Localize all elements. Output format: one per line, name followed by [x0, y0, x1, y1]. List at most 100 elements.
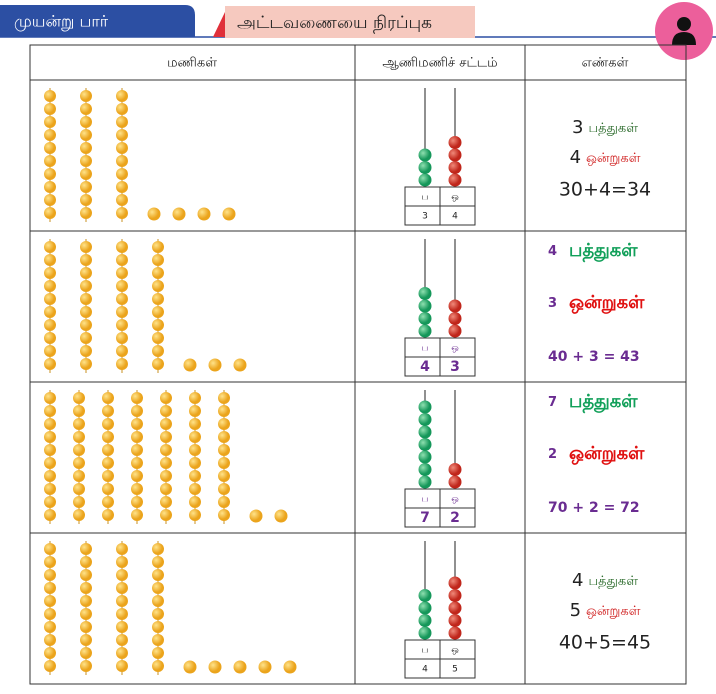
bead: [152, 595, 164, 607]
bead: [131, 431, 143, 443]
count: 5: [570, 600, 581, 621]
one-bead: [183, 660, 197, 674]
bead: [160, 457, 172, 469]
bead: [152, 647, 164, 659]
ten-rod: [152, 541, 164, 675]
abacus-bead: [418, 475, 432, 489]
bead: [80, 569, 92, 581]
bead: [152, 306, 164, 318]
one-bead: [233, 358, 247, 372]
abacus-digit: 7: [420, 510, 430, 526]
count: 4: [548, 244, 557, 259]
bead: [189, 509, 201, 521]
bead: [116, 194, 128, 206]
bead: [152, 280, 164, 292]
abacus-bead: [448, 299, 462, 313]
bead: [44, 470, 56, 482]
bead: [73, 444, 85, 456]
abacus-bead: [418, 324, 432, 338]
bead: [116, 556, 128, 568]
bead: [80, 332, 92, 344]
bead: [116, 621, 128, 633]
count: 4: [572, 570, 583, 591]
bead: [73, 418, 85, 430]
bead: [102, 444, 114, 456]
abacus-digit: 3: [450, 359, 460, 375]
bead: [44, 621, 56, 633]
bead: [44, 634, 56, 646]
abacus-bead: [448, 614, 462, 627]
abacus-bead: [418, 601, 432, 615]
bead: [80, 595, 92, 607]
abacus-bead: [448, 475, 462, 489]
bead: [218, 444, 230, 456]
one-bead: [183, 358, 197, 372]
bead: [44, 181, 56, 193]
abacus-label: ஒ: [451, 344, 459, 354]
abacus-label: ஒ: [451, 495, 459, 505]
abacus-bead: [448, 324, 462, 338]
bead: [73, 483, 85, 495]
bead: [131, 405, 143, 417]
bead: [152, 556, 164, 568]
bead: [44, 280, 56, 292]
one-bead: [283, 660, 297, 674]
bead: [152, 267, 164, 279]
bead: [80, 608, 92, 620]
bead: [116, 582, 128, 594]
bead: [102, 496, 114, 508]
bead: [44, 345, 56, 357]
ten-rod: [44, 390, 56, 524]
bead: [80, 103, 92, 115]
bead: [80, 181, 92, 193]
bead: [102, 483, 114, 495]
count: 7: [548, 395, 557, 410]
one-bead: [274, 509, 288, 523]
bead: [116, 155, 128, 167]
bead: [116, 634, 128, 646]
bead: [44, 444, 56, 456]
bead: [44, 405, 56, 417]
abacus-bead: [418, 463, 432, 476]
bead: [44, 392, 56, 404]
bead: [44, 116, 56, 128]
equation: 30+4=34: [559, 179, 651, 201]
abacus-digit: 2: [450, 510, 460, 526]
abacus-bead: [418, 148, 432, 162]
bead: [44, 595, 56, 607]
abacus-bead: [448, 601, 462, 615]
bead: [189, 405, 201, 417]
bead: [152, 582, 164, 594]
count-line: 3 ஒன்றுகள்: [548, 292, 645, 314]
bead: [44, 496, 56, 508]
abacus-label: ஒ: [451, 646, 459, 656]
bead: [160, 444, 172, 456]
one-bead: [249, 509, 263, 523]
bead: [116, 306, 128, 318]
bead: [44, 483, 56, 495]
bead: [44, 358, 56, 370]
bead: [116, 345, 128, 357]
bead: [80, 345, 92, 357]
bead: [102, 431, 114, 443]
ten-rod: [80, 239, 92, 373]
bead: [218, 470, 230, 482]
bead: [160, 418, 172, 430]
bead: [80, 254, 92, 266]
bead: [44, 457, 56, 469]
bead: [73, 392, 85, 404]
abacus-label: ப: [422, 646, 429, 656]
bead: [152, 621, 164, 633]
bead: [116, 569, 128, 581]
bead: [218, 405, 230, 417]
ten-rod: [73, 390, 85, 524]
bead: [152, 358, 164, 370]
bead: [44, 543, 56, 555]
abacus-bead: [418, 173, 432, 187]
bead: [160, 470, 172, 482]
bead: [116, 358, 128, 370]
equation: 40 + 3 = 43: [548, 349, 640, 365]
bead: [131, 470, 143, 482]
count-line: 4 பத்துகள்: [572, 570, 638, 591]
one-bead: [208, 660, 222, 674]
